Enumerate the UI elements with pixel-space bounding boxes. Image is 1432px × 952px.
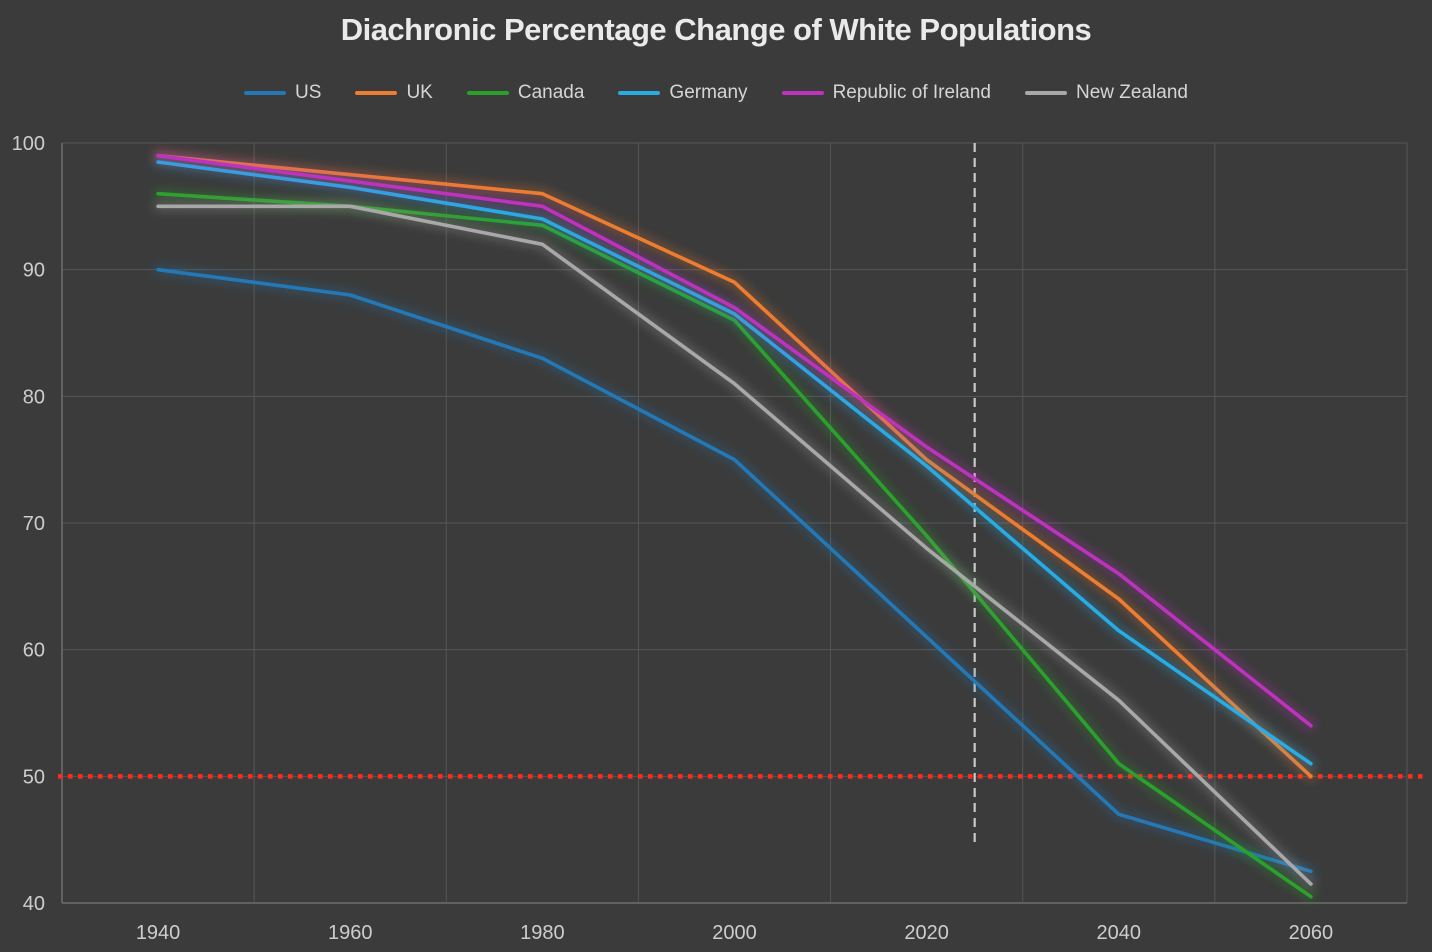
y-axis-tick-label: 40	[23, 893, 45, 915]
x-axis-tick-label: 1940	[136, 922, 181, 944]
legend-label: Germany	[669, 82, 748, 103]
legend: US UK Canada Germany Republic of Ireland New …	[0, 82, 1432, 104]
legend-swatch-icon	[781, 91, 824, 95]
x-axis-tick-label: 1980	[520, 922, 565, 944]
series-line-germany	[156, 160, 1313, 766]
legend-swatch-icon	[466, 91, 509, 95]
y-axis-tick-label: 80	[23, 386, 45, 408]
series-line-uk	[156, 153, 1313, 779]
legend-swatch-icon	[355, 91, 398, 95]
legend-item-new-zealand: New Zealand	[1025, 82, 1188, 104]
chart-title: Diachronic Percentage Change of White Po…	[340, 12, 1092, 47]
series-line-us	[156, 267, 1313, 874]
legend-item-germany: Germany	[618, 82, 748, 104]
x-axis-tick-label: 1960	[328, 922, 373, 944]
legend-label: Republic of Ireland	[832, 82, 991, 103]
x-axis-tick-label: 2020	[904, 922, 949, 944]
legend-label: Canada	[517, 82, 585, 103]
legend-label: US	[295, 82, 322, 103]
legend-label: UK	[406, 82, 433, 103]
legend-swatch-icon	[244, 91, 287, 95]
y-axis-tick-label: 50	[23, 766, 45, 788]
y-axis-tick-label: 60	[23, 640, 45, 662]
y-axis-tick-label: 70	[23, 513, 45, 535]
x-axis-tick-label: 2060	[1289, 922, 1334, 944]
series-line-new-zealand	[156, 204, 1313, 886]
y-axis-tick-label: 100	[12, 133, 45, 155]
x-axis-tick-label: 2000	[712, 922, 757, 944]
legend-swatch-icon	[618, 91, 661, 95]
legend-item-republic-of-ireland: Republic of Ireland	[781, 82, 991, 104]
x-axis-tick-label: 2040	[1097, 922, 1142, 944]
series-line-canada	[156, 191, 1313, 899]
legend-label: New Zealand	[1076, 82, 1188, 103]
legend-item-canada: Canada	[466, 82, 585, 104]
legend-item-us: US	[244, 82, 321, 104]
legend-item-uk: UK	[355, 82, 433, 104]
series-line-republic-of-ireland	[156, 153, 1313, 728]
y-axis-tick-label: 90	[23, 260, 45, 282]
series-glow-canada	[153, 188, 1316, 902]
legend-swatch-icon	[1025, 91, 1067, 95]
